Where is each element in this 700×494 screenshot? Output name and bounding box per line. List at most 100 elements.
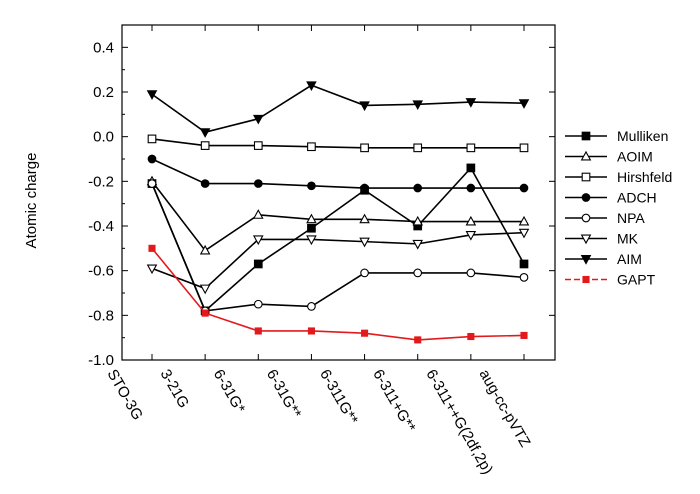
data-point [413,268,423,278]
data-point [519,183,529,193]
y-tick-label: 0.4 [93,39,114,56]
data-point [306,235,317,246]
data-point [146,90,158,100]
series-npa [147,179,529,316]
data-point [307,327,315,335]
data-point [413,143,423,153]
legend-item: GAPT [565,272,656,288]
data-point [254,327,262,335]
data-point [147,179,157,188]
data-point [201,309,209,317]
y-tick-label: 0.2 [93,84,114,101]
y-axis-title: Atomic charge [23,153,40,249]
series-line [151,180,524,252]
y-tick-label: -0.2 [88,173,114,190]
data-point [360,143,369,153]
data-point [146,264,158,275]
legend-item: Mulliken [565,128,668,144]
legend-label: AIM [617,251,642,267]
data-point [147,154,157,164]
data-point [200,141,210,150]
series-line [151,231,525,290]
data-point [580,255,592,265]
series-line [151,158,524,189]
legend-label: MK [617,231,639,247]
legend-item: ADCH [565,190,657,206]
legend-item: NPA [565,210,645,226]
data-point [253,141,263,150]
data-point [582,275,590,284]
legend-item: AOIM [565,149,653,165]
legend: Mulliken AOIM Hirshfeld ADCH NPA MK AIM GAPT [565,128,672,288]
data-point [252,114,264,125]
data-point [360,268,369,278]
data-point [253,179,263,188]
data-point [360,183,369,193]
legend-label: AOIM [617,149,653,165]
series-layer [146,81,530,344]
series-gapt [148,244,528,344]
data-point [581,172,591,182]
data-point [518,228,530,239]
data-point [307,302,316,311]
data-point [359,213,370,224]
data-point [307,223,316,233]
data-point [147,134,157,144]
data-point [412,100,424,110]
legend-item: MK [565,231,639,247]
y-tick-label: -1.0 [88,352,114,369]
data-point [359,237,370,248]
y-tick-label: -0.4 [88,218,114,235]
data-point [199,284,211,295]
data-point [252,209,264,219]
data-point [412,239,424,250]
data-point [466,183,476,193]
data-point [580,234,592,245]
data-point [466,143,476,153]
data-point [466,163,476,173]
data-point [148,244,156,252]
data-point [200,179,210,188]
data-point [581,193,591,202]
data-point [253,259,263,269]
y-axis: 0.4 0.2 0.0 -0.2 -0.4 -0.6 -0.8 -1.0 [88,39,555,369]
data-point [465,215,477,226]
data-point [467,332,475,341]
data-point [413,183,423,193]
series-hirshfeld [147,134,529,153]
y-tick-label: -0.6 [88,263,114,280]
data-point [307,181,316,191]
legend-label: Mulliken [617,128,668,144]
legend-label: Hirshfeld [617,169,672,185]
data-point [519,143,529,153]
data-point [520,331,528,339]
legend-item: AIM [565,251,642,267]
data-point [465,98,477,108]
data-point [581,213,591,223]
data-point [253,299,263,309]
y-tick-label: -0.8 [88,307,114,324]
y-tick-label: 0.0 [93,129,114,146]
series-line [151,166,525,313]
data-point [518,215,530,226]
data-point [306,81,317,92]
data-point [252,235,264,246]
series-aim [146,81,530,138]
data-point [412,215,424,226]
data-point [199,244,211,255]
series-mk [146,228,530,295]
series-aoim [146,175,530,255]
data-point [199,128,211,138]
data-point [466,268,476,278]
legend-item: Hirshfeld [565,169,672,185]
legend-label: ADCH [617,190,657,206]
data-point [361,329,369,337]
series-line [151,138,524,149]
data-point [359,101,370,112]
data-point [306,213,317,224]
data-point [581,131,591,141]
series-adch [147,154,529,193]
data-point [519,273,529,282]
